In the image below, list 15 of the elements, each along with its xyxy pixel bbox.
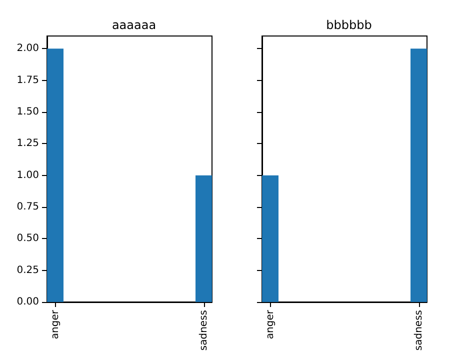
y-tick-label: 0.75 (16, 202, 39, 212)
y-tick-label: 2.00 (16, 43, 39, 54)
x-tick-label: anger (50, 309, 61, 340)
y-tick-label: 0.50 (16, 233, 39, 244)
x-tick-label: sadness (198, 310, 210, 351)
y-tick-label: 0.00 (16, 296, 39, 308)
y-tick-label: 1.00 (16, 170, 39, 181)
chart-title: aaaaaa (112, 18, 156, 32)
y-tick-label: 0.25 (16, 264, 39, 276)
chart-title: bbbbbb (326, 18, 372, 32)
y-tick-label: 1.75 (16, 74, 39, 86)
x-tick-label: anger (264, 309, 276, 340)
y-tick-label: 1.25 (16, 138, 39, 150)
x-tick-label: sadness (413, 310, 424, 351)
y-tick-label: 1.50 (16, 106, 39, 118)
